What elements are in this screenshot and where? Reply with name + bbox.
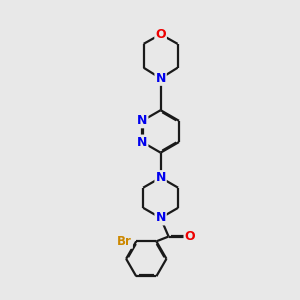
Text: O: O: [155, 28, 166, 41]
Text: Br: Br: [117, 235, 132, 248]
Text: N: N: [155, 72, 166, 85]
Text: N: N: [155, 212, 166, 224]
Text: N: N: [137, 136, 147, 148]
Text: N: N: [155, 171, 166, 184]
Text: N: N: [137, 114, 147, 127]
Text: O: O: [184, 230, 195, 243]
